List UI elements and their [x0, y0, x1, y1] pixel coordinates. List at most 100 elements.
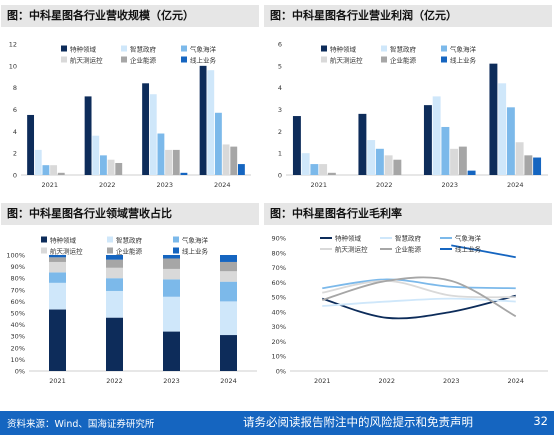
x-tick-label: 2022	[99, 181, 116, 189]
y-tick-label: 80%	[11, 275, 25, 283]
legend-label: 智慧政府	[395, 234, 422, 243]
legend-swatch	[181, 56, 187, 63]
x-tick-label: 2024	[220, 377, 237, 385]
series-line	[322, 279, 516, 299]
y-tick-label: 4	[13, 128, 17, 136]
legend-swatch	[61, 45, 67, 52]
legend-label: 智慧政府	[390, 45, 417, 54]
stacked-bar-segment	[163, 331, 180, 371]
stacked-bar-segment	[106, 290, 123, 318]
revenue-chart-title: 图：中科星图各行业营收规模（亿元）	[1, 5, 259, 27]
stacked-bar-segment	[106, 317, 123, 371]
margin-chart-title: 图：中科星图各行业毛利率	[264, 203, 552, 225]
bar	[214, 112, 222, 175]
legend-label: 航天测运控	[330, 56, 363, 65]
footer-disclaimer: 请务必阅读报告附注中的风险提示和免责声明	[243, 415, 473, 429]
y-tick-label: 40%	[272, 308, 286, 316]
y-tick-label: 100%	[6, 252, 25, 260]
x-tick-label: 2022	[106, 377, 123, 385]
legend-swatch	[173, 236, 179, 243]
stacked-bar-segment	[49, 309, 66, 371]
legend-swatch	[321, 56, 327, 63]
bar	[34, 149, 42, 175]
series-line	[321, 294, 516, 320]
bar	[180, 172, 188, 175]
bar	[157, 133, 165, 175]
bar	[515, 142, 524, 175]
x-tick-label: 2023	[156, 181, 173, 189]
bar	[319, 164, 328, 175]
y-tick-label: 4	[278, 84, 282, 92]
y-tick-label: 50%	[272, 294, 286, 302]
legend-label: 特种领域	[70, 45, 97, 54]
x-tick-label: 2024	[507, 181, 524, 189]
stacked-bar-segment	[106, 259, 123, 268]
y-tick-label: 12	[9, 41, 17, 49]
series-line	[451, 244, 516, 259]
y-tick-label: 50%	[11, 310, 25, 318]
bar	[533, 157, 542, 175]
y-tick-label: 2	[13, 150, 17, 158]
bar	[165, 149, 173, 175]
bar	[432, 96, 441, 175]
y-tick-label: 10%	[11, 356, 25, 364]
stacked-bar-segment	[220, 335, 237, 371]
legend-label: 航天测运控	[70, 56, 103, 65]
bar	[467, 170, 476, 175]
bar	[423, 105, 432, 175]
bar	[42, 165, 50, 175]
bar	[292, 116, 301, 175]
legend-label: 线上业务	[182, 247, 209, 256]
bar	[458, 146, 467, 175]
bar	[149, 94, 157, 175]
profit-chart: 0 1 2 3 4 5 6 2021 2022 2023 2024 特种领域 智慧政府 气象海洋航天测运控…	[278, 41, 548, 189]
x-tick-label: 2021	[49, 377, 66, 385]
stacked-bar-segment	[220, 301, 237, 336]
legend-swatch	[107, 247, 113, 254]
x-tick-label: 2022	[376, 181, 393, 189]
legend-swatch	[441, 56, 447, 63]
bar	[450, 148, 459, 175]
legend-swatch	[173, 247, 179, 254]
x-tick-label: 2023	[441, 181, 458, 189]
x-tick-label: 2024	[507, 377, 524, 385]
legend-label: 特种领域	[50, 236, 77, 245]
legend-label: 气象海洋	[450, 45, 477, 54]
stacked-bar-segment	[220, 271, 237, 282]
y-tick-label: 70%	[11, 286, 25, 294]
y-tick-label: 0	[278, 172, 282, 180]
stacked-bar-segment	[220, 255, 237, 262]
legend-label: 航天测运控	[50, 247, 83, 256]
y-tick-label: 20%	[272, 338, 286, 346]
y-tick-label: 8	[13, 84, 17, 92]
bar	[50, 165, 58, 175]
legend-swatch	[381, 56, 387, 63]
bar	[142, 83, 150, 175]
stacked-bar-segment	[49, 282, 66, 310]
legend-label: 特种领域	[335, 234, 362, 243]
page-number: 32	[533, 414, 548, 428]
bar	[498, 83, 507, 175]
legend-label: 企业能源	[130, 56, 157, 65]
legend-swatch	[121, 45, 127, 52]
y-tick-label: 1	[278, 150, 282, 158]
bar	[222, 144, 230, 175]
revenue-chart: 0 2 4 6 8 10 12 2021 2022 2023 2024 特种领域 智慧政府 气象海洋航天测…	[9, 41, 251, 189]
stacked-bar-segment	[49, 257, 66, 262]
y-tick-label: 5	[278, 62, 282, 70]
legend-label: 线上业务	[450, 56, 477, 65]
stacked-bar-segment	[106, 278, 123, 291]
legend-label: 气象海洋	[182, 236, 209, 245]
stacked-bar-segment	[106, 267, 123, 279]
legend-label: 线上业务	[190, 56, 217, 65]
share-panel: 图：中科星图各行业领域营收占比 0% 10% 20% 30% 40% 50% 60% 70% 8…	[1, 203, 259, 408]
x-tick-label: 2021	[41, 181, 58, 189]
y-tick-label: 6	[278, 41, 282, 49]
y-tick-label: 10%	[272, 353, 286, 361]
bar	[393, 159, 402, 175]
series-line	[321, 276, 517, 318]
stacked-bar-segment	[106, 255, 123, 260]
legend-label: 线上业务	[455, 245, 482, 254]
legend-label: 特种领域	[330, 45, 357, 54]
bar	[237, 164, 245, 175]
